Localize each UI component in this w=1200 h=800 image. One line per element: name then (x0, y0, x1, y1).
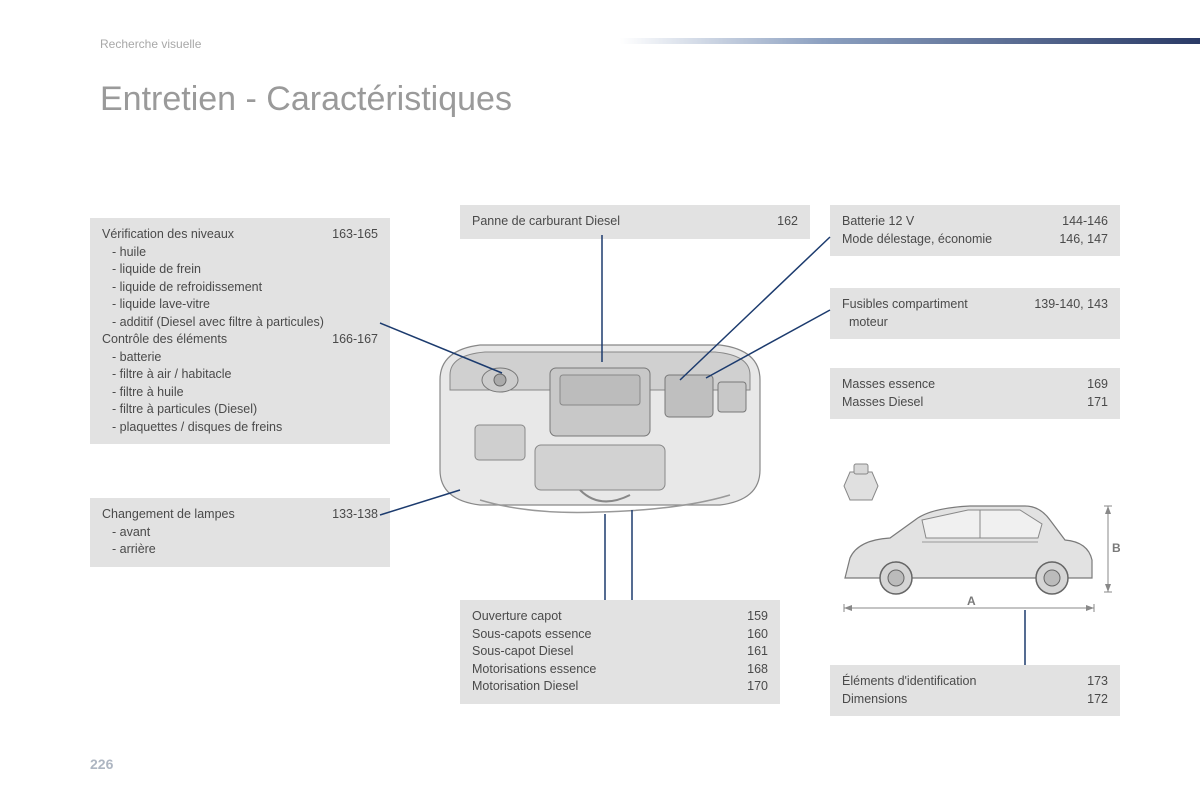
pages: 133-138 (332, 506, 378, 524)
row-sous-capot-diesel: Sous-capot Diesel 161 (472, 643, 768, 661)
row-masses-essence: Masses essence 169 (842, 376, 1108, 394)
pages: 170 (747, 678, 768, 696)
list-item: avant (112, 524, 378, 542)
header-bar: Recherche visuelle (100, 34, 1200, 54)
label: Masses essence (842, 376, 1067, 394)
pages: 172 (1087, 691, 1108, 709)
list-item: huile (112, 244, 378, 262)
box-levels: Vérification des niveaux 163-165 huile l… (90, 218, 390, 444)
row-sous-capots-essence: Sous-capots essence 160 (472, 626, 768, 644)
label: Éléments d'identification (842, 673, 1067, 691)
box-fuses: Fusibles compartiment moteur 139-140, 14… (830, 288, 1120, 339)
pages: 168 (747, 661, 768, 679)
list-item: liquide de refroidissement (112, 279, 378, 297)
label: Panne de carburant Diesel (472, 213, 757, 231)
row-motor-diesel: Motorisation Diesel 170 (472, 678, 768, 696)
label: Batterie 12 V (842, 213, 1042, 231)
list-item: arrière (112, 541, 378, 559)
car-side-illustration: A B (830, 460, 1120, 620)
pages: 160 (747, 626, 768, 644)
pages: 169 (1087, 376, 1108, 394)
list-item: filtre à particules (Diesel) (112, 401, 378, 419)
label: Ouverture capot (472, 608, 727, 626)
row-fuel-fault: Panne de carburant Diesel 162 (472, 213, 798, 231)
row-ident: Éléments d'identification 173 (842, 673, 1108, 691)
list-item: plaquettes / disques de freins (112, 419, 378, 437)
box-ident: Éléments d'identification 173 Dimensions… (830, 665, 1120, 716)
pages: 139-140, 143 (1034, 296, 1108, 331)
label: Changement de lampes (102, 506, 312, 524)
label: Contrôle des éléments (102, 331, 312, 349)
sublist-levels-2: batterie filtre à air / habitacle filtre… (102, 349, 378, 437)
list-item: filtre à huile (112, 384, 378, 402)
list-item: additif (Diesel avec filtre à particules… (112, 314, 378, 332)
box-weights: Masses essence 169 Masses Diesel 171 (830, 368, 1120, 419)
row-verif-niveaux: Vérification des niveaux 163-165 (102, 226, 378, 244)
row-motor-essence: Motorisations essence 168 (472, 661, 768, 679)
list-item: batterie (112, 349, 378, 367)
pages: 171 (1087, 394, 1108, 412)
dim-label-a: A (967, 594, 976, 608)
label: Vérification des niveaux (102, 226, 312, 244)
pages: 162 (777, 213, 798, 231)
pages: 173 (1087, 673, 1108, 691)
label: Motorisations essence (472, 661, 727, 679)
sublist-lamps: avant arrière (102, 524, 378, 559)
label: Fusibles compartiment moteur (842, 296, 1014, 331)
label: Masses Diesel (842, 394, 1067, 412)
box-fuel-fault: Panne de carburant Diesel 162 (460, 205, 810, 239)
pages: 144-146 (1062, 213, 1108, 231)
row-ouverture-capot: Ouverture capot 159 (472, 608, 768, 626)
dim-label-b: B (1112, 541, 1120, 555)
row-controle-elements: Contrôle des éléments 166-167 (102, 331, 378, 349)
row-masses-diesel: Masses Diesel 171 (842, 394, 1108, 412)
list-item: liquide lave-vitre (112, 296, 378, 314)
page-title: Entretien - Caractéristiques (100, 80, 512, 119)
pages: 166-167 (332, 331, 378, 349)
label: Sous-capots essence (472, 626, 727, 644)
pages: 161 (747, 643, 768, 661)
section-label: Recherche visuelle (100, 37, 201, 51)
pages: 163-165 (332, 226, 378, 244)
row-fuses: Fusibles compartiment moteur 139-140, 14… (842, 296, 1108, 331)
label: Sous-capot Diesel (472, 643, 727, 661)
engine-illustration (430, 320, 770, 520)
page-number: 226 (90, 756, 113, 772)
label: Motorisation Diesel (472, 678, 727, 696)
row-delestage: Mode délestage, économie 146, 147 (842, 231, 1108, 249)
list-item: filtre à air / habitacle (112, 366, 378, 384)
row-battery: Batterie 12 V 144-146 (842, 213, 1108, 231)
pages: 146, 147 (1059, 231, 1108, 249)
label: Dimensions (842, 691, 1067, 709)
label: Mode délestage, économie (842, 231, 1039, 249)
row-dimensions: Dimensions 172 (842, 691, 1108, 709)
pages: 159 (747, 608, 768, 626)
box-battery: Batterie 12 V 144-146 Mode délestage, éc… (830, 205, 1120, 256)
box-lamps: Changement de lampes 133-138 avant arriè… (90, 498, 390, 567)
sublist-levels-1: huile liquide de frein liquide de refroi… (102, 244, 378, 332)
row-lamps: Changement de lampes 133-138 (102, 506, 378, 524)
box-bonnet: Ouverture capot 159 Sous-capots essence … (460, 600, 780, 704)
header-gradient (620, 38, 1200, 44)
list-item: liquide de frein (112, 261, 378, 279)
